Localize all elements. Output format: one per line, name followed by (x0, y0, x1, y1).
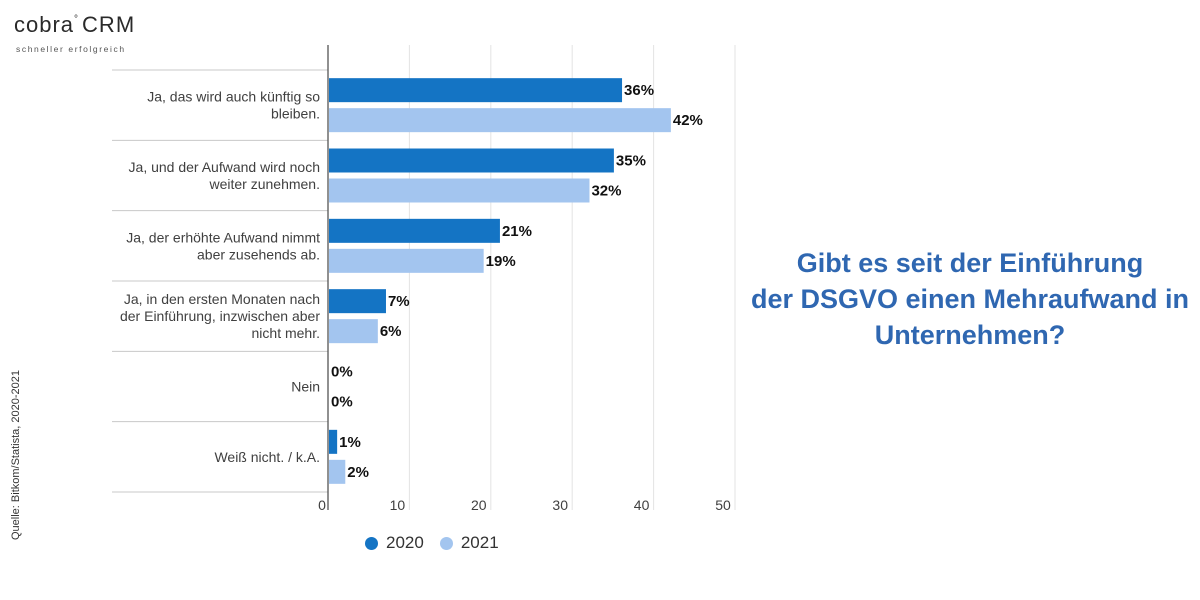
category-label: Ja, in den ersten Monaten nach der Einfüh… (120, 291, 320, 341)
category-label-line: Ja, in den ersten Monaten nach (124, 291, 320, 307)
legend-item-2020: 2020 (365, 533, 424, 553)
category-label-line: aber zusehends ab. (197, 246, 320, 262)
data-label-2020: 0% (331, 364, 353, 381)
bar-2021 (329, 459, 346, 484)
question-line-1: Gibt es seit der Einführung (796, 248, 1144, 278)
brand-tagline: schneller erfolgreich (16, 44, 126, 54)
bar-2020 (329, 78, 623, 103)
brand-suffix: CRM (82, 12, 136, 37)
bar-2020 (329, 289, 386, 314)
category-label-line: Nein (291, 379, 320, 395)
data-label-2021: 32% (591, 183, 621, 200)
category-label-line: Weiß nicht. / k.A. (214, 449, 320, 465)
bar-2020 (329, 218, 500, 243)
chart-legend: 2020 2021 (365, 533, 499, 553)
bar-2021 (329, 108, 671, 133)
legend-label-2020: 2020 (386, 533, 424, 552)
data-label-2020: 35% (616, 153, 646, 170)
bar-2020 (329, 429, 338, 454)
brand-name-line: cobra° CRM (14, 12, 135, 38)
brand-name: cobra (14, 12, 75, 37)
category-label-line: weiter zunehmen. (208, 176, 320, 192)
brand-sup: ° (74, 14, 80, 25)
bar-2021 (329, 319, 378, 344)
legend-dot-2020 (365, 536, 378, 550)
bar-2021 (329, 248, 484, 273)
category-label-line: Ja, und der Aufwand wird noch (129, 159, 320, 175)
category-label: Nein (291, 379, 320, 395)
category-label-line: Ja, der erhöhte Aufwand nimmt (126, 229, 320, 245)
data-label-2021: 0% (331, 394, 353, 411)
data-label-2020: 1% (339, 434, 361, 451)
category-label: Ja, der erhöhte Aufwand nimmt aber zusehe… (126, 229, 320, 262)
category-label-line: nicht mehr. (252, 325, 320, 341)
data-label-2021: 6% (380, 323, 402, 340)
x-tick-label: 40 (634, 497, 650, 513)
data-label-2020: 36% (624, 82, 654, 99)
category-label: Ja, das wird auch künftig so bleiben. (147, 89, 320, 122)
x-tick-label: 50 (715, 497, 731, 513)
category-label: Ja, und der Aufwand wird noch weiter zune… (129, 159, 320, 192)
data-label-2020: 21% (502, 223, 532, 240)
legend-dot-2021 (439, 536, 453, 550)
question-line-2: der DSGVO einen Mehraufwand in (750, 284, 1190, 314)
x-tick-label: 0 (318, 497, 326, 513)
x-tick-label: 20 (471, 497, 487, 513)
question-title: Gibt es seit der Einführung der DSGVO ei… (750, 245, 1190, 353)
data-label-2020: 7% (388, 293, 410, 310)
x-tick-label: 30 (552, 497, 568, 513)
legend-label-2021: 2021 (460, 533, 499, 552)
data-label-2021: 19% (486, 253, 516, 270)
category-label-line: Ja, das wird auch künftig so (147, 89, 320, 105)
question-line-3: Unternehmen? (874, 320, 1066, 350)
bar-2021 (329, 178, 590, 203)
brand-logo: cobra° CRM schneller erfolgreich (14, 12, 135, 54)
legend-item-2021: 2021 (439, 533, 499, 553)
data-label-2021: 2% (347, 464, 369, 481)
bar-2020 (329, 148, 614, 173)
category-label-line: der Einführung, inzwischen aber (120, 308, 320, 324)
data-label-2021: 42% (673, 112, 703, 129)
category-label-line: bleiben. (271, 106, 320, 122)
x-tick-label: 10 (390, 497, 406, 513)
category-label: Weiß nicht. / k.A. (214, 449, 320, 465)
